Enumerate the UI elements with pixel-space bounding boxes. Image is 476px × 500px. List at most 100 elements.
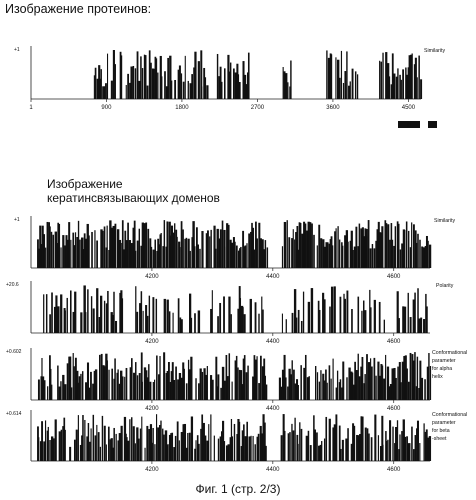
data-bar bbox=[411, 427, 413, 461]
data-bar bbox=[382, 365, 383, 400]
series-title: Similarity bbox=[434, 218, 455, 224]
data-bar bbox=[126, 368, 128, 400]
data-bar bbox=[157, 427, 159, 461]
series-title: parameter bbox=[432, 420, 456, 426]
data-bar bbox=[410, 353, 412, 400]
data-bar bbox=[179, 65, 181, 99]
data-bar bbox=[340, 379, 341, 400]
data-bar bbox=[417, 421, 419, 461]
data-bar bbox=[207, 366, 208, 400]
data-bar bbox=[198, 383, 200, 400]
data-bar bbox=[408, 443, 410, 461]
data-bar bbox=[135, 68, 136, 99]
data-bar bbox=[413, 224, 415, 268]
data-bar bbox=[319, 382, 320, 400]
data-bar bbox=[379, 61, 380, 99]
data-bar bbox=[381, 226, 383, 268]
data-bar bbox=[327, 242, 328, 268]
data-bar bbox=[371, 367, 373, 400]
data-bar bbox=[198, 310, 200, 333]
data-bar bbox=[68, 222, 70, 268]
data-bar bbox=[171, 371, 172, 400]
data-bar bbox=[111, 369, 113, 400]
data-bar bbox=[44, 380, 46, 400]
data-bar bbox=[206, 85, 208, 99]
data-bar bbox=[367, 236, 368, 268]
data-bar bbox=[139, 373, 141, 400]
data-bar bbox=[102, 231, 104, 268]
data-bar bbox=[106, 360, 108, 400]
data-bar bbox=[301, 321, 303, 333]
data-bar bbox=[285, 377, 287, 400]
data-bar bbox=[210, 230, 211, 268]
data-bar bbox=[38, 437, 39, 461]
data-bar bbox=[344, 299, 346, 333]
data-bar bbox=[401, 431, 403, 461]
data-bar bbox=[202, 372, 203, 400]
data-bar bbox=[78, 221, 79, 268]
data-bar bbox=[253, 436, 254, 461]
series-title: for alpha bbox=[432, 366, 452, 372]
data-bar bbox=[319, 310, 320, 333]
data-bar bbox=[91, 428, 92, 461]
data-bar bbox=[423, 423, 424, 461]
data-bar bbox=[418, 56, 420, 99]
data-bar bbox=[133, 66, 135, 99]
x-tick-label: 4200 bbox=[145, 339, 159, 345]
data-bar bbox=[368, 220, 370, 268]
data-bar bbox=[182, 229, 183, 268]
data-bar bbox=[389, 76, 390, 99]
data-bar bbox=[113, 428, 115, 461]
data-bar bbox=[355, 71, 356, 99]
data-bar bbox=[186, 238, 188, 268]
data-bar bbox=[78, 415, 79, 461]
data-bar bbox=[43, 234, 45, 268]
data-bar bbox=[190, 357, 192, 400]
data-bar bbox=[317, 245, 318, 268]
data-bar bbox=[219, 303, 221, 333]
data-bar bbox=[295, 232, 297, 268]
data-bar bbox=[107, 54, 108, 99]
data-bar bbox=[293, 370, 295, 400]
data-bar bbox=[324, 439, 325, 461]
data-bar bbox=[38, 379, 40, 400]
data-bar bbox=[188, 81, 189, 99]
data-bar bbox=[200, 429, 201, 461]
data-bar bbox=[397, 291, 399, 333]
x-tick-label: 4400 bbox=[266, 467, 280, 473]
data-bar bbox=[428, 353, 429, 400]
data-bar bbox=[88, 235, 90, 268]
x-tick-label: 4200 bbox=[145, 467, 159, 473]
x-tick-label: 4500 bbox=[402, 105, 416, 111]
data-bar bbox=[352, 423, 354, 461]
data-bar bbox=[108, 427, 110, 461]
data-bar bbox=[226, 223, 228, 268]
data-bar bbox=[152, 297, 154, 333]
data-bar bbox=[135, 286, 136, 333]
data-bar bbox=[210, 414, 211, 461]
data-bar bbox=[231, 314, 232, 333]
data-bar bbox=[426, 306, 428, 333]
x-tick-label: 2700 bbox=[251, 105, 265, 111]
data-bar bbox=[222, 221, 224, 268]
data-bar bbox=[171, 81, 173, 99]
data-bar bbox=[340, 297, 342, 333]
data-bar bbox=[57, 366, 59, 400]
data-bar bbox=[190, 251, 191, 268]
data-bar bbox=[186, 383, 188, 400]
data-bar bbox=[163, 435, 165, 461]
data-bar bbox=[107, 291, 109, 333]
data-bar bbox=[284, 71, 286, 99]
data-bar bbox=[194, 246, 196, 268]
data-bar bbox=[335, 414, 337, 461]
data-bar bbox=[69, 447, 71, 461]
data-bar bbox=[411, 222, 412, 268]
data-bar bbox=[284, 431, 285, 461]
data-bar bbox=[382, 445, 383, 461]
data-bar bbox=[356, 435, 358, 461]
data-bar bbox=[156, 58, 158, 99]
data-bar bbox=[294, 418, 295, 461]
data-bar bbox=[397, 420, 398, 461]
data-bar bbox=[370, 248, 372, 268]
data-bar bbox=[298, 310, 300, 333]
